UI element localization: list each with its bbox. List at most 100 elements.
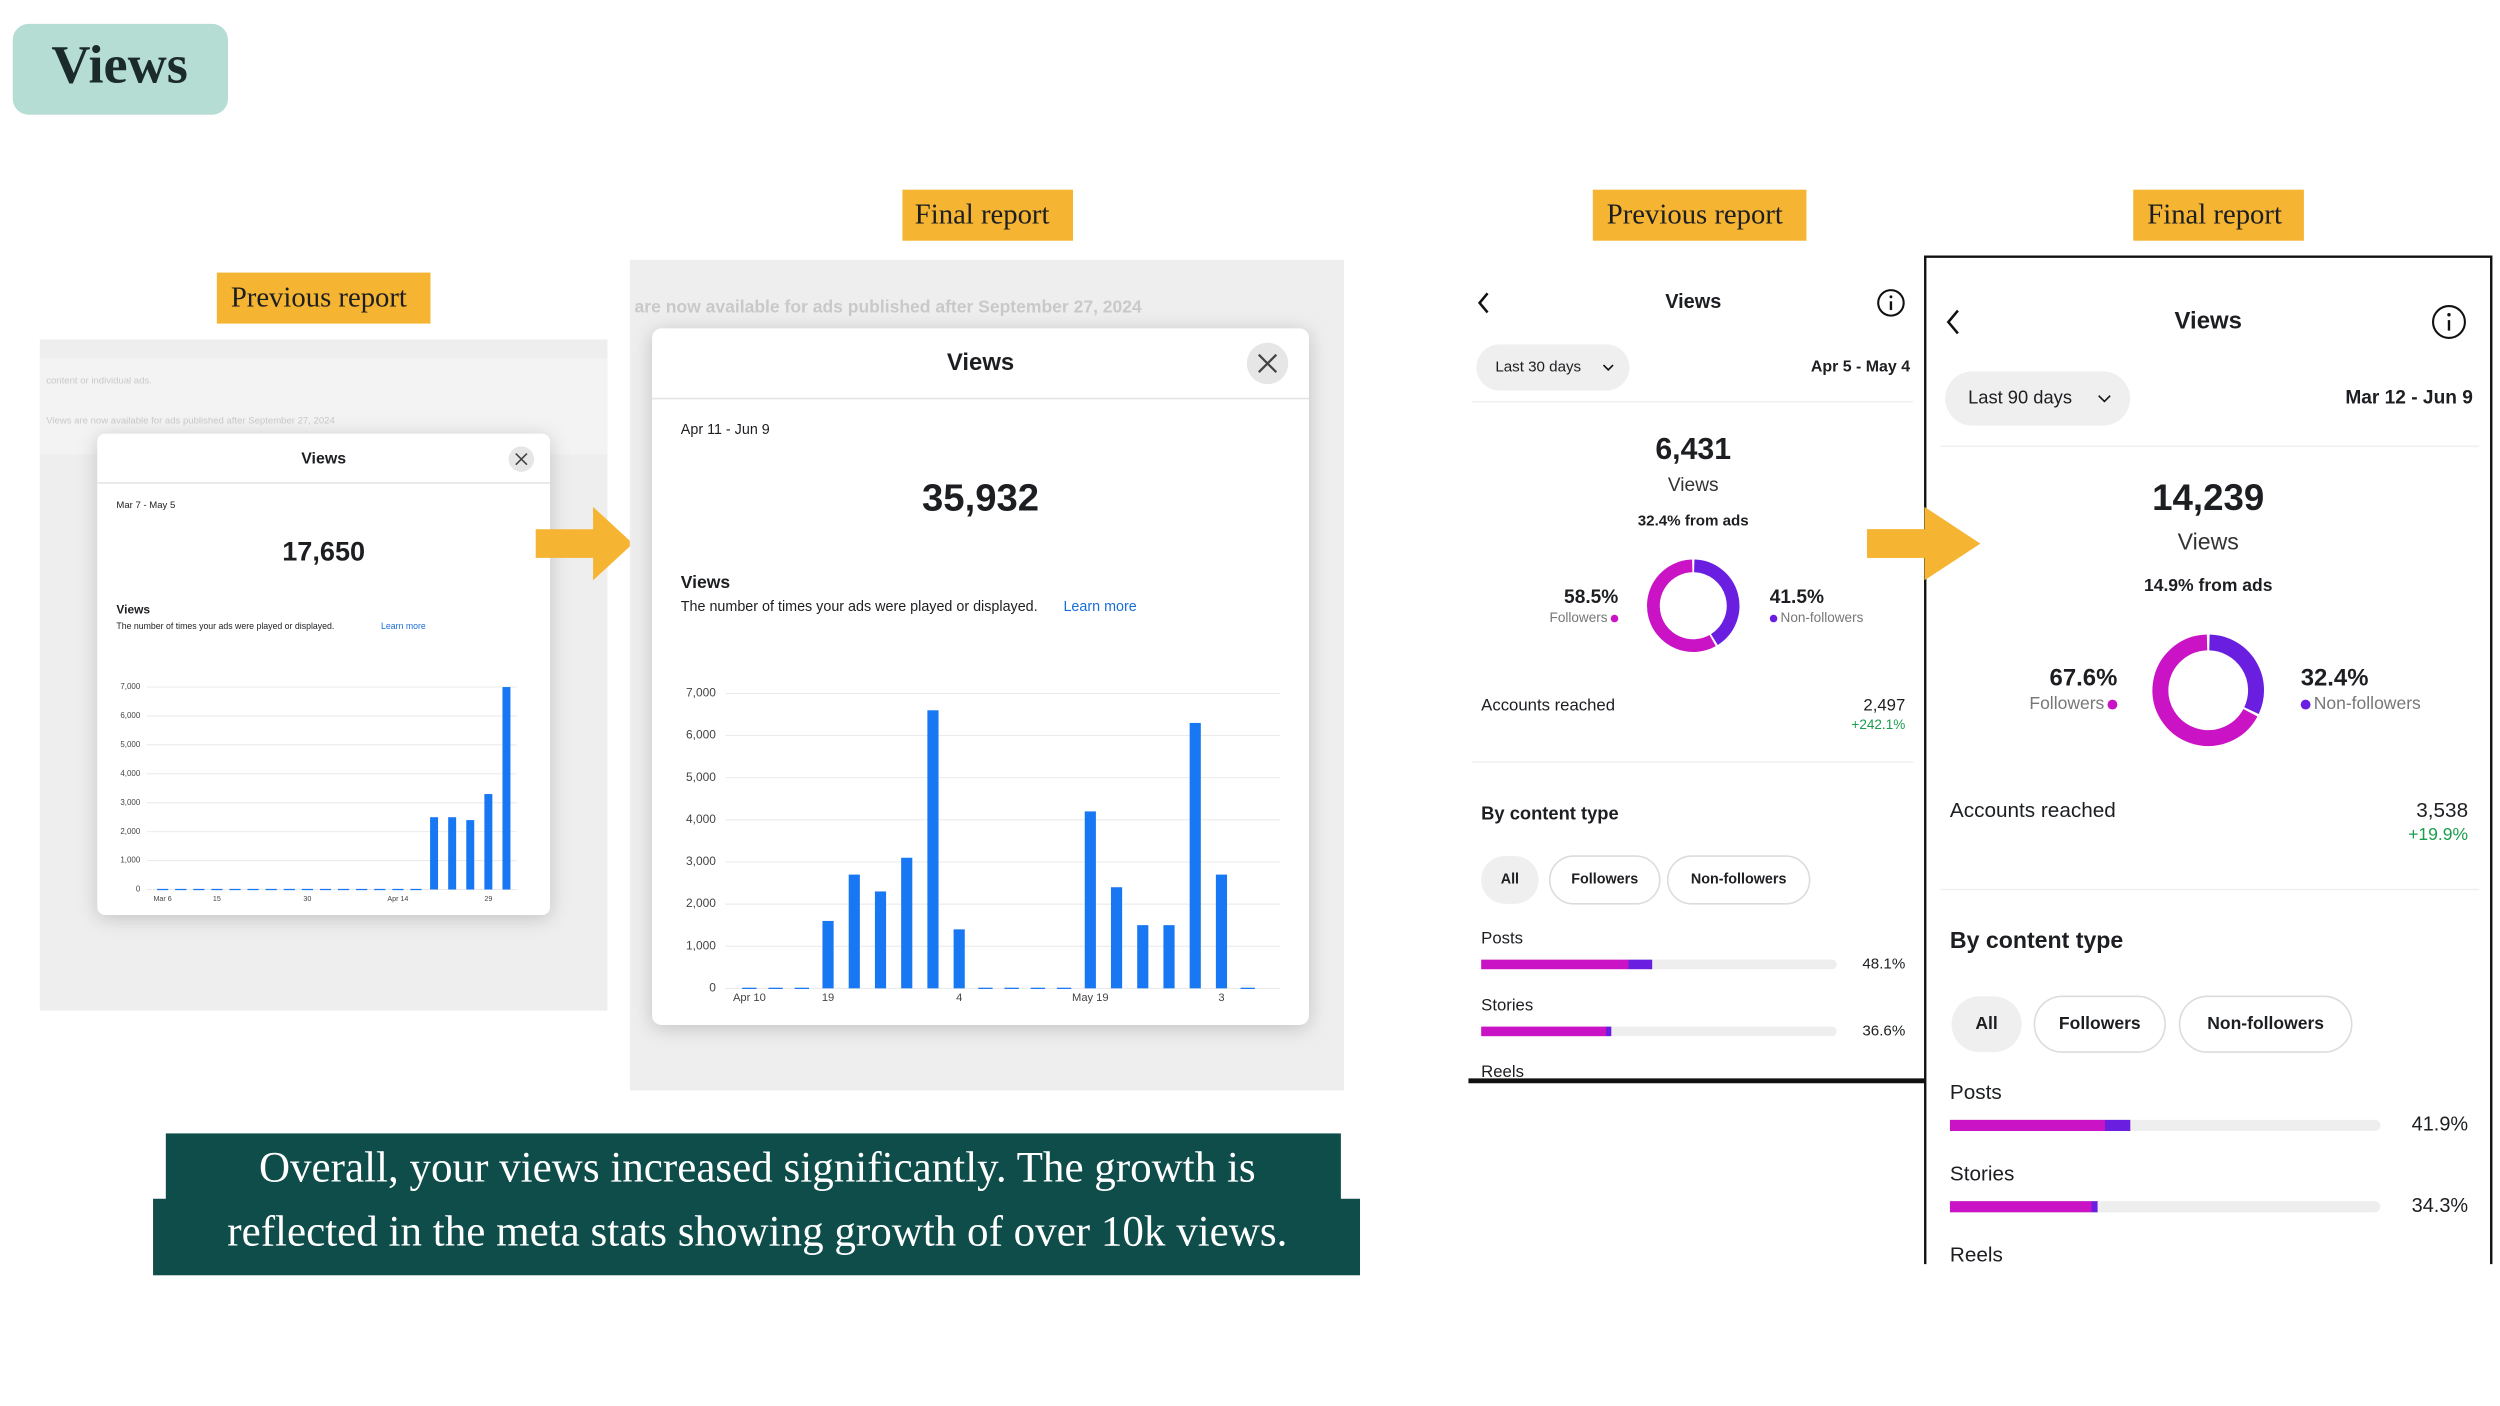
close-icon	[515, 452, 528, 466]
arrow	[535, 506, 633, 581]
date-range: Apr 5 - May 4	[1811, 359, 1910, 376]
y-tick-label: 0	[709, 981, 716, 995]
filter-pill[interactable]	[1548, 855, 1661, 905]
donut-value-label: 32.4%	[2301, 664, 2369, 691]
donut-category-label: Followers	[1550, 610, 1608, 625]
y-tick-label: 4,000	[686, 812, 716, 826]
accounts-reached-label: Accounts reached	[1950, 799, 2116, 822]
background-text: are now available for ads published afte…	[635, 296, 1142, 316]
bar	[1481, 1026, 1612, 1037]
bar	[1189, 722, 1201, 989]
learn-more-link[interactable]: Learn more	[381, 621, 426, 631]
filter-label: All	[1501, 872, 1519, 888]
content-type-label: Posts	[1950, 1081, 2002, 1104]
frame-edge	[1924, 255, 2493, 1265]
metric-description: The number of times your ads were played…	[116, 621, 334, 631]
total-label: Views	[2178, 529, 2239, 555]
legend-dot	[1610, 614, 1619, 623]
learn-more-link[interactable]: Learn more	[1063, 599, 1136, 615]
bar	[953, 929, 965, 989]
date-range: Mar 7 - May 5	[116, 500, 175, 511]
filter-pill[interactable]	[2033, 995, 2166, 1053]
bar	[1481, 959, 1653, 970]
filter-label: Followers	[1571, 872, 1638, 888]
content-type-label: Posts	[1481, 928, 1523, 947]
close-icon	[1257, 353, 1278, 374]
y-tick-label: 7,000	[686, 686, 716, 700]
donut-segment	[1647, 559, 1716, 652]
legend-dot	[2107, 699, 2118, 710]
x-tick-label: Mar 6	[153, 895, 171, 903]
section-heading: By content type	[1950, 927, 2124, 953]
y-tick-label: 1,000	[120, 856, 141, 865]
x-tick-label: 30	[303, 895, 311, 903]
filter-pill[interactable]	[1666, 855, 1811, 905]
donut-segment	[2152, 634, 2258, 747]
label-box	[1592, 189, 1807, 241]
bar-value-label: 41.9%	[2412, 1114, 2468, 1136]
title-box	[12, 23, 228, 115]
bar	[1163, 925, 1175, 989]
info-icon	[2447, 313, 2451, 317]
period-label: Last 90 days	[1968, 386, 2072, 407]
x-tick-label: Apr 10	[733, 992, 766, 1004]
dialog-title: Views	[301, 450, 346, 467]
filter-label: All	[1975, 1013, 1997, 1033]
donut-category-label: Non-followers	[1781, 610, 1864, 625]
dialog-title: Views	[947, 349, 1014, 376]
x-tick-label: 15	[213, 895, 221, 903]
info-icon	[1889, 295, 1893, 299]
bar	[874, 891, 887, 989]
slide-title: Views	[51, 35, 187, 95]
y-tick-label: 1,000	[686, 938, 716, 952]
ads-share: 32.4% from ads	[1638, 512, 1749, 529]
filter-pill[interactable]	[1951, 996, 2022, 1053]
metric-description: The number of times your ads were played…	[681, 599, 1038, 615]
total: 35,932	[922, 477, 1039, 520]
bar	[848, 874, 860, 989]
total-label: Views	[1668, 475, 1719, 496]
y-tick-label: 4,000	[120, 769, 141, 778]
dropdown-icon	[1602, 364, 1614, 371]
period-pill[interactable]	[1945, 371, 2131, 426]
caption-box	[153, 1198, 1361, 1276]
label-box	[2133, 189, 2304, 241]
report-label: Final report	[915, 198, 1050, 230]
phone-screen	[1468, 255, 1925, 1081]
bar	[1215, 874, 1228, 989]
y-tick-label: 6,000	[686, 728, 716, 742]
back-button[interactable]	[1477, 292, 1489, 314]
filter-pill[interactable]	[1481, 856, 1539, 904]
label-box	[902, 189, 1074, 241]
metric-title: Views	[681, 572, 731, 592]
content-type-label: Reels	[1950, 1244, 2003, 1267]
back-button[interactable]	[1946, 309, 1959, 335]
filter-pill[interactable]	[2178, 995, 2353, 1053]
donut-category-label: Followers	[2029, 693, 2104, 713]
filter-label: Non-followers	[2207, 1013, 2324, 1033]
label-box	[216, 272, 431, 324]
report-label: Previous report	[1607, 198, 1783, 230]
accounts-reached-label: Accounts reached	[1481, 696, 1615, 715]
period-pill[interactable]	[1476, 344, 1630, 391]
y-tick-label: 5,000	[120, 740, 141, 749]
info-button[interactable]	[1877, 289, 1905, 317]
x-tick-label: 4	[956, 992, 962, 1004]
bar	[430, 817, 439, 890]
bar	[502, 687, 511, 890]
caption-box	[165, 1133, 1341, 1207]
x-tick-label: Apr 14	[387, 895, 408, 903]
report-label: Previous report	[231, 281, 407, 313]
legend-dot	[2300, 699, 2311, 710]
bar	[822, 920, 834, 989]
ads-share: 14.9% from ads	[2144, 575, 2273, 595]
x-tick-label: 19	[822, 992, 834, 1004]
bar	[484, 794, 493, 890]
info-button[interactable]	[2431, 305, 2466, 339]
bar	[1949, 1201, 2098, 1213]
accounts-reached-change: +242.1%	[1851, 717, 1905, 732]
y-tick-label: 7,000	[120, 682, 141, 691]
bar	[448, 817, 457, 890]
donut-segment	[1693, 559, 1740, 645]
y-tick-label: 3,000	[120, 798, 141, 807]
